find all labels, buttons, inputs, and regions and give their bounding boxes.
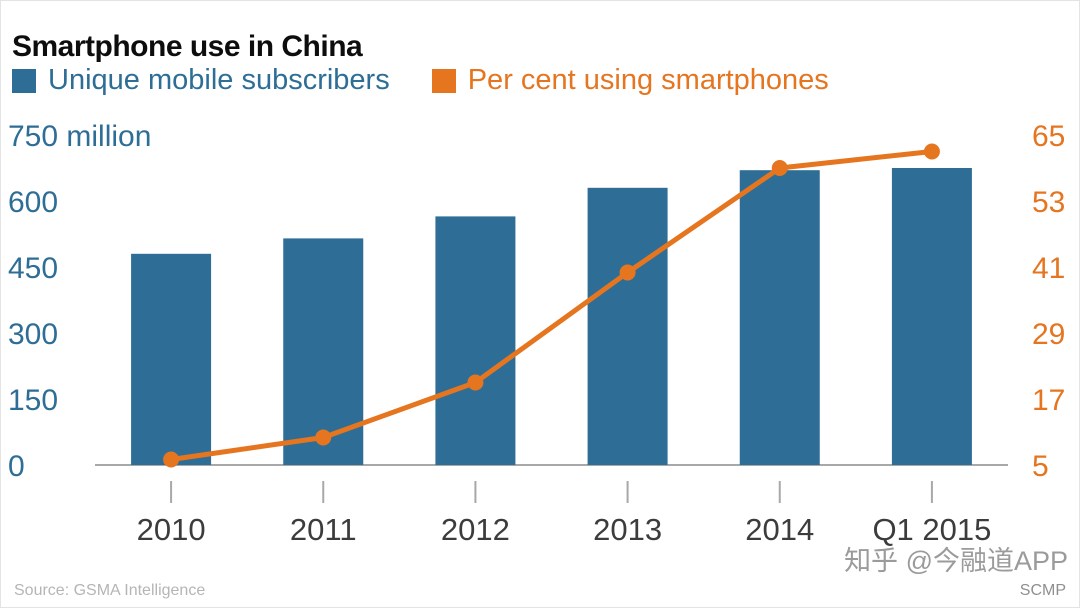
right-axis-tick-label: 17 bbox=[1032, 384, 1065, 417]
legend: Unique mobile subscribers Per cent using… bbox=[12, 64, 829, 97]
x-axis-category-label: 2011 bbox=[290, 512, 357, 547]
left-axis-tick-label: 600 bbox=[8, 186, 58, 219]
chart-title: Smartphone use in China bbox=[12, 30, 363, 64]
x-axis-category-label: 2014 bbox=[745, 512, 814, 547]
bar-2014 bbox=[739, 170, 820, 465]
right-axis-tick-label: 41 bbox=[1032, 252, 1065, 285]
x-axis-category-label: 2013 bbox=[593, 512, 662, 547]
left-axis-tick-label: 450 bbox=[8, 252, 58, 285]
percent-point-2012 bbox=[467, 374, 484, 391]
legend-swatch-subscribers bbox=[12, 68, 36, 93]
right-axis-tick-label: 5 bbox=[1032, 450, 1049, 483]
legend-item-subscribers: Unique mobile subscribers bbox=[12, 64, 390, 97]
bar-2013 bbox=[587, 187, 668, 466]
percent-point-Q1 2015 bbox=[923, 143, 940, 160]
bar-2012 bbox=[435, 216, 516, 465]
right-axis-tick-label: 53 bbox=[1032, 186, 1065, 219]
left-axis-tick-label: 750 million bbox=[8, 120, 151, 153]
bar-Q1 2015 bbox=[891, 168, 972, 465]
x-axis-category-label: 2012 bbox=[441, 512, 510, 547]
bar-2010 bbox=[131, 253, 212, 465]
legend-label-subscribers: Unique mobile subscribers bbox=[48, 64, 390, 96]
left-axis-tick-label: 0 bbox=[8, 450, 25, 483]
footer-source: Source: GSMA Intelligence bbox=[14, 582, 206, 599]
x-axis-category-label: 2010 bbox=[137, 512, 206, 547]
x-axis-category-label: Q1 2015 bbox=[872, 512, 991, 547]
left-axis-tick-label: 150 bbox=[8, 384, 58, 417]
right-axis-tick-label: 29 bbox=[1032, 318, 1065, 351]
percent-line bbox=[168, 149, 935, 462]
left-axis-tick-label: 300 bbox=[8, 318, 58, 351]
watermark: 知乎 @今融道APP bbox=[844, 546, 1068, 576]
legend-label-smartphones: Per cent using smartphones bbox=[467, 64, 829, 96]
legend-item-smartphones: Per cent using smartphones bbox=[431, 64, 829, 97]
percent-point-2013 bbox=[619, 264, 636, 281]
right-axis-tick-label: 65 bbox=[1032, 120, 1065, 153]
footer-credit: SCMP bbox=[1019, 582, 1066, 599]
legend-swatch-smartphones bbox=[431, 68, 456, 93]
percent-point-2011 bbox=[315, 429, 332, 446]
percent-point-2010 bbox=[163, 451, 180, 468]
percent-point-2014 bbox=[771, 160, 788, 176]
